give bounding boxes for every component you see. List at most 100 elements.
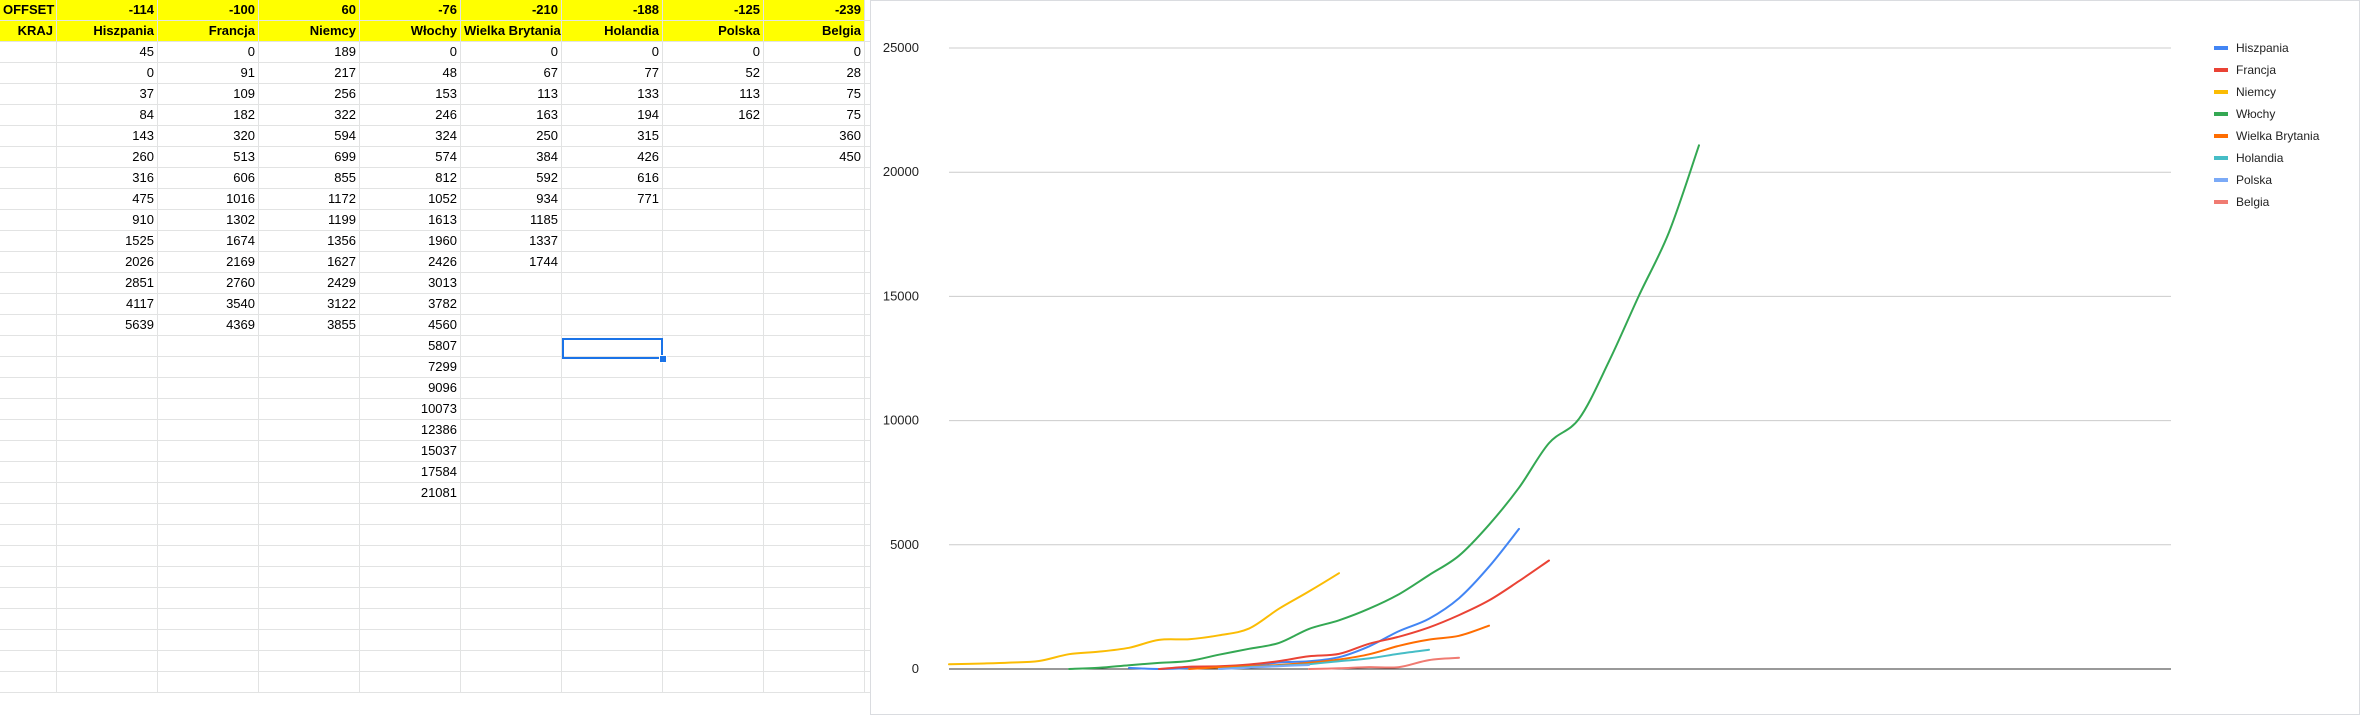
table-cell[interactable]: 4369 (158, 315, 259, 335)
table-cell[interactable] (360, 588, 461, 608)
table-cell[interactable]: 2169 (158, 252, 259, 272)
table-cell[interactable] (0, 462, 57, 482)
table-cell[interactable] (0, 357, 57, 377)
header-cell[interactable]: -125 (663, 0, 764, 20)
header-cell[interactable]: -239 (764, 0, 865, 20)
table-cell[interactable] (0, 252, 57, 272)
table-cell[interactable] (461, 483, 562, 503)
table-cell[interactable] (0, 84, 57, 104)
table-cell[interactable] (562, 210, 663, 230)
table-cell[interactable] (158, 525, 259, 545)
table-cell[interactable] (259, 567, 360, 587)
table-cell[interactable] (57, 504, 158, 524)
table-cell[interactable] (461, 399, 562, 419)
table-cell[interactable] (562, 672, 663, 692)
table-cell[interactable] (259, 630, 360, 650)
table-cell[interactable] (57, 378, 158, 398)
table-cell[interactable] (0, 441, 57, 461)
table-cell[interactable]: 1302 (158, 210, 259, 230)
table-cell[interactable]: 1627 (259, 252, 360, 272)
table-cell[interactable]: 1185 (461, 210, 562, 230)
header-cell[interactable]: Hiszpania (57, 21, 158, 41)
table-cell[interactable] (0, 651, 57, 671)
table-cell[interactable] (0, 105, 57, 125)
table-cell[interactable] (562, 378, 663, 398)
table-cell[interactable] (360, 546, 461, 566)
table-cell[interactable]: 162 (663, 105, 764, 125)
table-cell[interactable] (158, 567, 259, 587)
table-cell[interactable] (663, 567, 764, 587)
table-cell[interactable] (663, 399, 764, 419)
table-cell[interactable] (259, 483, 360, 503)
table-cell[interactable] (562, 651, 663, 671)
header-cell[interactable]: -100 (158, 0, 259, 20)
table-cell[interactable]: 3540 (158, 294, 259, 314)
table-cell[interactable] (764, 231, 865, 251)
table-cell[interactable] (0, 399, 57, 419)
table-cell[interactable] (360, 567, 461, 587)
table-cell[interactable]: 1356 (259, 231, 360, 251)
table-cell[interactable] (663, 273, 764, 293)
table-cell[interactable] (663, 525, 764, 545)
header-cell[interactable]: KRAJ (0, 21, 57, 41)
table-cell[interactable]: 250 (461, 126, 562, 146)
table-cell[interactable] (562, 441, 663, 461)
table-cell[interactable]: 771 (562, 189, 663, 209)
table-cell[interactable] (562, 546, 663, 566)
table-cell[interactable] (259, 588, 360, 608)
table-cell[interactable] (158, 357, 259, 377)
table-cell[interactable] (57, 462, 158, 482)
table-cell[interactable] (764, 252, 865, 272)
table-cell[interactable] (764, 378, 865, 398)
table-cell[interactable]: 10073 (360, 399, 461, 419)
table-cell[interactable]: 1337 (461, 231, 562, 251)
header-cell[interactable]: 60 (259, 0, 360, 20)
table-cell[interactable] (158, 672, 259, 692)
table-cell[interactable]: 699 (259, 147, 360, 167)
table-cell[interactable]: 0 (562, 42, 663, 62)
table-cell[interactable] (461, 378, 562, 398)
table-cell[interactable]: 2429 (259, 273, 360, 293)
line-chart[interactable]: 0 5000 10000 15000 20000 25000 Hiszpania Francj… (870, 0, 2360, 715)
table-cell[interactable] (259, 525, 360, 545)
table-cell[interactable] (663, 588, 764, 608)
table-cell[interactable]: 182 (158, 105, 259, 125)
table-cell[interactable]: 1016 (158, 189, 259, 209)
table-cell[interactable]: 77 (562, 63, 663, 83)
table-cell[interactable] (764, 420, 865, 440)
table-cell[interactable] (158, 504, 259, 524)
table-cell[interactable] (663, 546, 764, 566)
table-cell[interactable] (663, 462, 764, 482)
table-cell[interactable] (562, 483, 663, 503)
table-cell[interactable] (663, 231, 764, 251)
table-cell[interactable]: 260 (57, 147, 158, 167)
table-cell[interactable]: 45 (57, 42, 158, 62)
table-cell[interactable] (0, 294, 57, 314)
table-cell[interactable] (0, 588, 57, 608)
table-cell[interactable] (259, 441, 360, 461)
table-cell[interactable] (158, 462, 259, 482)
table-cell[interactable]: 5807 (360, 336, 461, 356)
table-cell[interactable] (259, 462, 360, 482)
table-cell[interactable] (764, 336, 865, 356)
fill-handle[interactable] (659, 355, 667, 363)
table-cell[interactable] (764, 294, 865, 314)
spreadsheet-grid[interactable]: OFFSET -114 -100 60 -76 -210 -188 -125 -239 KRAJ H… (0, 0, 870, 715)
table-cell[interactable] (562, 252, 663, 272)
table-cell[interactable] (764, 609, 865, 629)
table-cell[interactable]: 855 (259, 168, 360, 188)
table-cell[interactable] (461, 651, 562, 671)
table-cell[interactable] (0, 672, 57, 692)
table-cell[interactable] (0, 420, 57, 440)
table-cell[interactable] (57, 420, 158, 440)
table-cell[interactable] (764, 672, 865, 692)
table-cell[interactable] (663, 420, 764, 440)
table-cell[interactable] (663, 210, 764, 230)
table-cell[interactable]: 1052 (360, 189, 461, 209)
table-cell[interactable] (461, 609, 562, 629)
table-cell[interactable]: 594 (259, 126, 360, 146)
table-cell[interactable] (0, 147, 57, 167)
table-cell[interactable]: 475 (57, 189, 158, 209)
table-cell[interactable] (461, 273, 562, 293)
table-cell[interactable]: 12386 (360, 420, 461, 440)
